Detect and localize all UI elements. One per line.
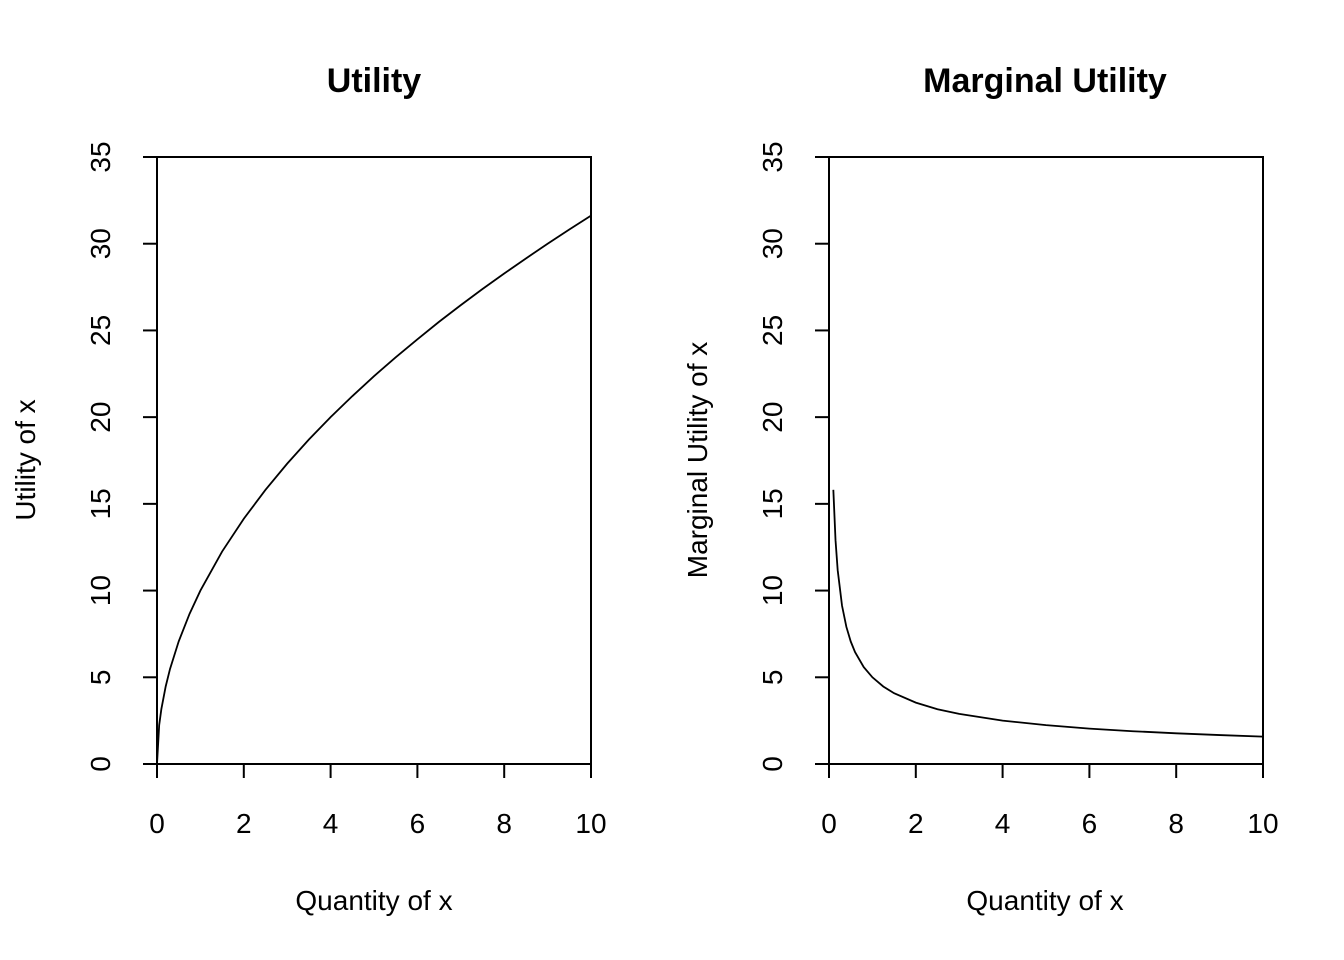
- y-tick-label: 15: [757, 488, 788, 519]
- y-tick-label: 0: [757, 756, 788, 772]
- x-tick-label: 2: [908, 808, 924, 839]
- series-layer: [156, 214, 592, 765]
- x-tick-label: 4: [995, 808, 1011, 839]
- y-tick-label: 30: [757, 228, 788, 259]
- y-tick-label: 25: [85, 315, 116, 346]
- x-tick-label: 10: [575, 808, 606, 839]
- y-tick-label: 10: [757, 575, 788, 606]
- plot-frame: [156, 156, 592, 765]
- x-tick-label: 8: [1168, 808, 1184, 839]
- y-tick-label: 5: [85, 669, 116, 685]
- y-tick-label: 15: [85, 488, 116, 519]
- series-line: [156, 214, 592, 765]
- y-tick-label: 10: [85, 575, 116, 606]
- x-axis-label: Quantity of x: [966, 885, 1123, 916]
- x-tick-label: 2: [236, 808, 252, 839]
- plot-frame: [828, 156, 1264, 765]
- utility-chart: Utility Quantity of x Utility of x 0 2 4 6 8…: [10, 62, 607, 916]
- x-tick-label: 0: [821, 808, 837, 839]
- y-tick-label: 20: [85, 402, 116, 433]
- x-tick-label: 6: [410, 808, 426, 839]
- y-tick-label: 0: [85, 756, 116, 772]
- y-tick-label: 30: [85, 228, 116, 259]
- y-axis-label: Marginal Utility of x: [682, 342, 713, 579]
- y-tick-label: 35: [757, 141, 788, 172]
- marginal-utility-chart: Marginal Utility Quantity of x Marginal …: [682, 62, 1279, 916]
- x-tick-label: 6: [1082, 808, 1098, 839]
- y-axis-label: Utility of x: [10, 399, 41, 520]
- y-tick-label: 35: [85, 141, 116, 172]
- y-tick-label: 25: [757, 315, 788, 346]
- y-tick-label: 20: [757, 402, 788, 433]
- x-tick-label: 8: [496, 808, 512, 839]
- x-tick-label: 4: [323, 808, 339, 839]
- y-axis: 0 5 10 15 20 25 30 35: [757, 141, 829, 772]
- y-tick-label: 5: [757, 669, 788, 685]
- x-tick-label: 0: [149, 808, 165, 839]
- chart-title: Marginal Utility: [923, 62, 1167, 100]
- x-axis: 0 2 4 6 8 10: [821, 764, 1279, 839]
- series-line: [832, 489, 1264, 738]
- x-axis-label: Quantity of x: [295, 885, 452, 916]
- x-tick-label: 10: [1247, 808, 1278, 839]
- chart-title: Utility: [327, 62, 422, 100]
- y-axis: 0 5 10 15 20 25 30 35: [85, 141, 157, 772]
- x-axis: 0 2 4 6 8 10: [149, 764, 607, 839]
- series-layer: [832, 489, 1264, 738]
